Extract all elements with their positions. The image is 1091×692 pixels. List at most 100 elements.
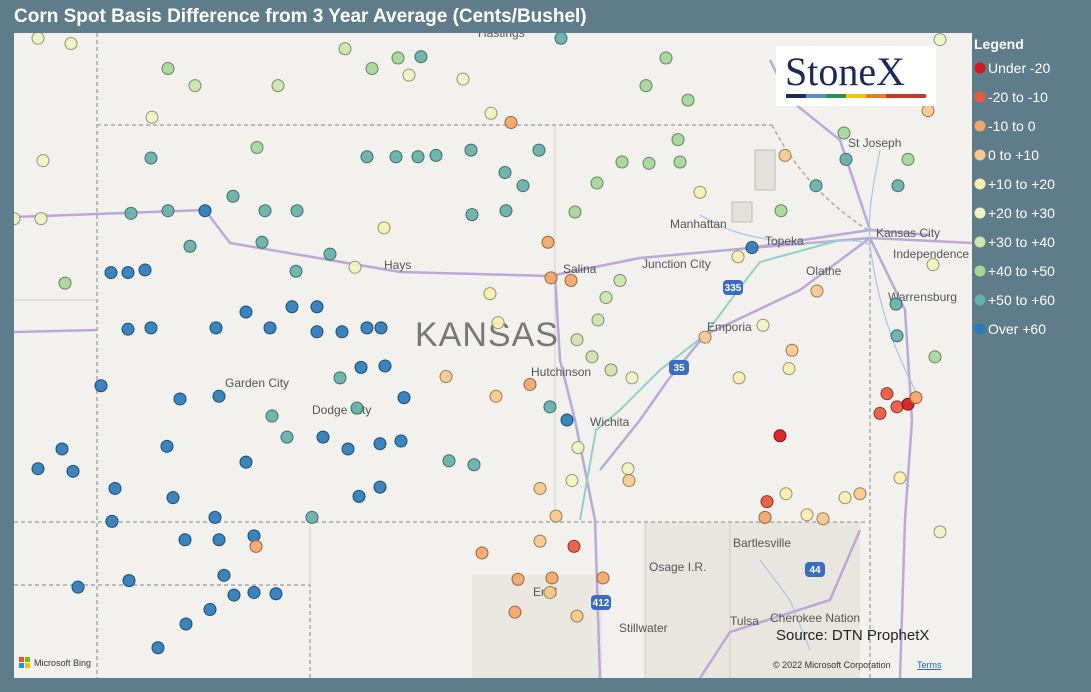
station-point — [411, 150, 425, 164]
station-point — [549, 509, 563, 523]
bing-logo — [19, 657, 30, 668]
station-point — [105, 514, 119, 528]
station-point — [456, 72, 470, 86]
station-point — [249, 539, 263, 553]
station-point — [179, 617, 193, 631]
station-point — [124, 206, 138, 220]
station-point — [258, 204, 272, 218]
station-point — [310, 300, 324, 314]
station-point — [541, 235, 555, 249]
place-label: Cherokee Nation — [770, 611, 860, 625]
station-point — [55, 442, 69, 456]
station-point — [880, 387, 894, 401]
highway-shield — [723, 280, 743, 295]
station-point — [778, 148, 792, 162]
region-label: OKLAHOMA — [510, 672, 711, 692]
station-point — [439, 370, 453, 384]
station-point — [271, 79, 285, 93]
station-point — [498, 166, 512, 180]
station-point — [745, 241, 759, 255]
station-point — [160, 439, 174, 453]
station-point — [391, 51, 405, 65]
station-point — [604, 363, 618, 377]
legend-label: Over +60 — [988, 321, 1046, 337]
station-point — [693, 185, 707, 199]
station-point — [615, 155, 629, 169]
station-point — [516, 179, 530, 193]
station-point — [247, 529, 261, 543]
station-point — [145, 110, 159, 124]
station-point — [773, 429, 787, 443]
station-point — [756, 318, 770, 332]
place-label: Olathe — [806, 264, 842, 278]
station-point — [901, 152, 915, 166]
terms-link[interactable]: Terms — [917, 660, 942, 670]
station-point — [226, 189, 240, 203]
station-point — [567, 539, 581, 553]
legend-label: Under -20 — [988, 60, 1050, 76]
turnpike — [579, 239, 841, 521]
station-point — [34, 212, 48, 226]
station-point — [731, 250, 745, 264]
station-point — [570, 609, 584, 623]
station-point — [71, 580, 85, 594]
station-point — [560, 413, 574, 427]
station-point — [545, 571, 559, 585]
station-point — [809, 179, 823, 193]
station-point — [467, 458, 481, 472]
station-point — [782, 362, 796, 376]
station-point — [893, 471, 907, 485]
station-point — [389, 150, 403, 164]
station-point — [508, 605, 522, 619]
station-point — [335, 325, 349, 339]
station-point — [64, 37, 78, 51]
station-point — [810, 284, 824, 298]
legend-swatch — [974, 207, 986, 219]
station-point — [247, 585, 261, 599]
legend-swatch — [974, 149, 986, 161]
legend-swatch — [974, 91, 986, 103]
station-point — [310, 325, 324, 339]
region-shade — [645, 522, 860, 678]
station-point — [429, 148, 443, 162]
station-point — [673, 155, 687, 169]
station-point — [499, 204, 513, 218]
station-point — [269, 587, 283, 601]
station-point — [208, 510, 222, 524]
station-point — [217, 568, 231, 582]
station-point — [659, 51, 673, 65]
station-point — [250, 141, 264, 155]
station-point — [280, 430, 294, 444]
station-point — [491, 316, 505, 330]
station-point — [58, 276, 72, 290]
station-point — [933, 525, 947, 539]
place-label: Manhattan — [670, 217, 727, 231]
place-label: Wichita — [590, 415, 630, 429]
station-point — [323, 247, 337, 261]
station-point — [839, 152, 853, 166]
copyright: © 2022 Microsoft Corporation — [773, 660, 891, 670]
station-point — [800, 508, 814, 522]
station-point — [178, 533, 192, 547]
station-point — [816, 512, 830, 526]
station-point — [570, 333, 584, 347]
station-point — [14, 212, 21, 226]
map: KANSAS St Joseph Kansas City Independence Ma… — [14, 33, 972, 692]
station-point — [173, 392, 187, 406]
station-point — [891, 179, 905, 193]
legend-swatch — [974, 120, 986, 132]
station-point — [921, 104, 935, 118]
place-label: Warrensburg — [888, 290, 957, 304]
station-point — [928, 350, 942, 364]
source-note: Source: DTN ProphetX — [776, 627, 929, 644]
legend-label: +40 to +50 — [988, 263, 1055, 279]
station-point — [166, 491, 180, 505]
legend-label: +10 to +20 — [988, 176, 1055, 192]
station-point — [532, 143, 546, 157]
station-point — [613, 273, 627, 287]
station-point — [483, 287, 497, 301]
station-point — [889, 297, 903, 311]
station-point — [642, 156, 656, 170]
legend-swatch — [974, 236, 986, 248]
